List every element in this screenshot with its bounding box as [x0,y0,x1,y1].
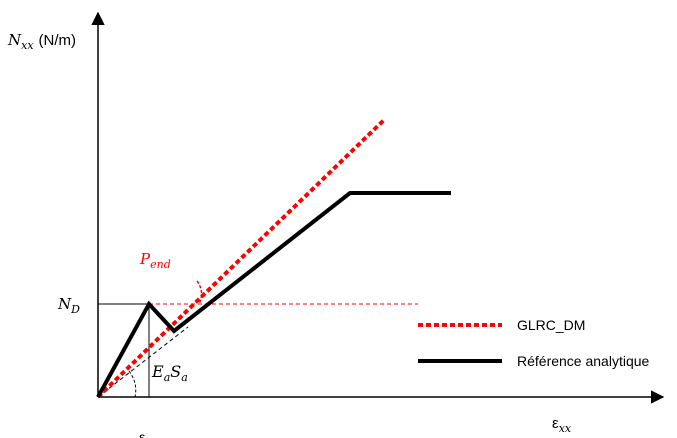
nd-subscript: D [70,303,80,316]
y-axis-subscript: xx [21,39,34,52]
origin-angle-arc [128,370,137,398]
pend-label: Pend [139,250,171,271]
legend-reference-label: Référence analytique [517,353,650,369]
easa-label: EaSa [151,362,188,384]
nd-symbol: N [57,295,72,313]
pend-subscript: end [150,258,171,271]
reference-curve [96,191,451,398]
pend-angle-arc [196,280,203,305]
x-axis-subscript: xx [559,422,572,435]
ea-symbol: E [151,362,164,381]
secant-dashed-line [97,326,189,398]
ea-subscript: a [164,371,171,384]
x-axis-symbol: ε [552,415,559,432]
nd-label: ND [57,295,80,316]
pend-symbol: P [139,250,151,268]
sa-symbol: S [170,362,181,381]
legend: GLRC_DM Référence analytique [418,317,650,369]
legend-glrc-label: GLRC_DM [517,317,585,333]
ed-symbol: ε [139,429,145,438]
y-axis-unit: (N/m) [39,32,77,49]
y-axis-symbol: N [7,31,22,49]
glrc-curve [96,118,386,399]
y-axis-label: Nxx (N/m) [7,31,76,52]
sa-subscript: a [181,371,188,384]
ed-label: εD [139,429,152,438]
x-axis-label: εxx [552,415,572,435]
